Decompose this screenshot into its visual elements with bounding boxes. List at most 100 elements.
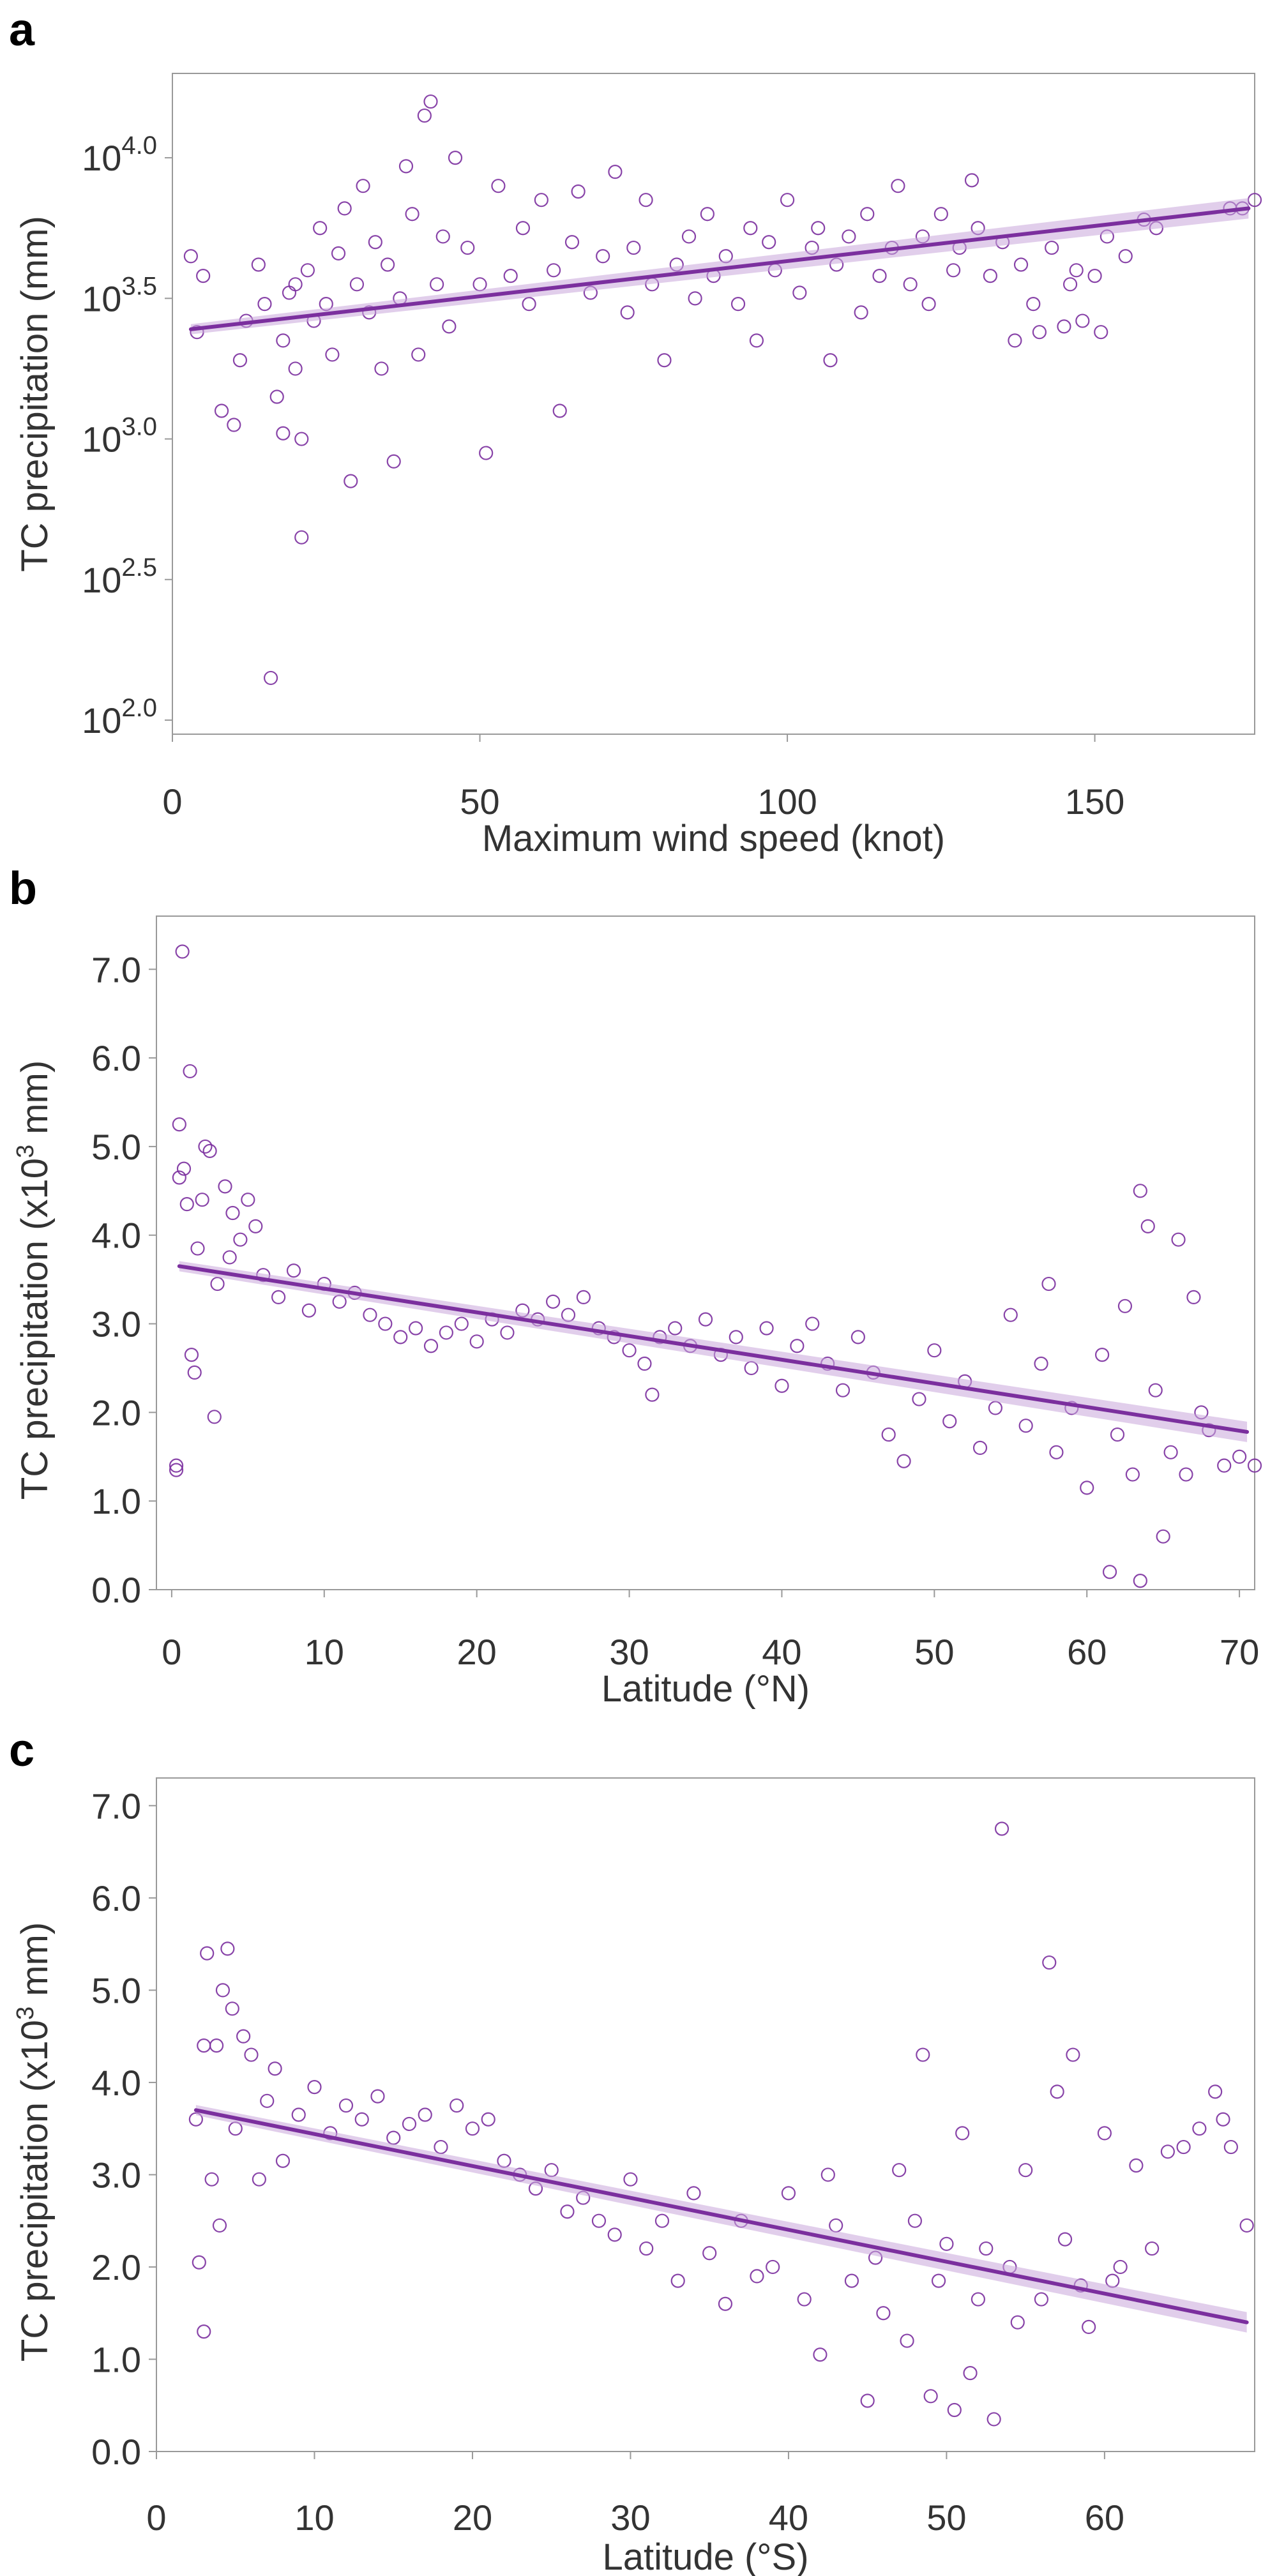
data-point [198, 1139, 213, 1154]
data-point [750, 2269, 764, 2284]
data-point [971, 2292, 986, 2307]
data-point [204, 2172, 219, 2187]
data-point [781, 2186, 796, 2201]
data-point [1087, 269, 1102, 283]
y-axis-label: TC precipitation (mm) [14, 216, 56, 572]
data-point [686, 2186, 701, 2201]
data-point [1117, 1299, 1133, 1313]
data-point [1171, 1232, 1186, 1247]
data-point [790, 1339, 805, 1353]
data-point [207, 1410, 222, 1424]
data-point [251, 257, 266, 272]
data-point [172, 1170, 186, 1185]
x-axis-label: Latitude (°S) [602, 2536, 808, 2576]
data-point [288, 361, 303, 376]
y-axis-label: TC precipitation (x103 mm) [12, 1922, 56, 2361]
data-point [729, 1330, 743, 1344]
x-tick-label: 70 [1220, 1632, 1259, 1672]
data-point [1095, 1348, 1110, 1362]
chart-a: 102.0 102.5 103.0 103.5 104.0 0 50 100 150 Maximu… [14, 73, 1262, 859]
data-point [196, 269, 211, 283]
data-point [307, 2080, 322, 2095]
data-point [1075, 313, 1090, 328]
data-point [374, 361, 389, 376]
data-point [860, 207, 875, 222]
y-axis-label: TC precipitation (x103 mm) [12, 1060, 56, 1500]
data-point [844, 2273, 859, 2288]
data-point [325, 347, 340, 362]
data-point [197, 2324, 211, 2339]
data-point [639, 193, 653, 207]
data-point [564, 235, 580, 250]
x-tick-label: 0 [146, 2497, 166, 2538]
x-tick-label: 30 [610, 2497, 650, 2538]
data-point [626, 240, 641, 255]
data-point [183, 1064, 197, 1079]
data-point [654, 2213, 670, 2228]
data-point [233, 1232, 248, 1247]
data-point [903, 277, 918, 292]
trend-line [177, 1264, 1250, 1434]
data-point [1179, 1467, 1193, 1482]
data-point [881, 1427, 896, 1442]
data-point [896, 1454, 911, 1468]
data-point [1062, 277, 1078, 292]
y-tick-label: 102.0 [82, 694, 157, 741]
data-point [378, 1316, 393, 1331]
data-point [257, 297, 272, 312]
data-point [762, 235, 776, 250]
data-point [813, 2347, 828, 2362]
data-point [286, 1263, 301, 1278]
data-point [820, 2167, 835, 2182]
y-tick-label: 102.5 [82, 554, 157, 600]
data-point [645, 1387, 660, 1402]
data-point [241, 1193, 255, 1207]
data-point [1192, 2121, 1207, 2136]
data-point [1049, 1445, 1064, 1459]
data-point [331, 246, 346, 260]
data-point [811, 221, 826, 236]
y-tick-label: 4.0 [91, 1216, 141, 1256]
data-point [195, 1193, 209, 1207]
data-point [1145, 2241, 1160, 2256]
data-point [268, 2061, 282, 2076]
panel-a: a 102.0 102.5 103.0 103.5 104.0 0 50 100 150 Maxi… [0, 0, 1270, 859]
data-point [252, 2172, 266, 2187]
data-point [1239, 2218, 1254, 2233]
data-point [313, 221, 328, 236]
data-point [435, 229, 450, 244]
x-tick-label: 60 [1067, 1632, 1107, 1672]
data-point [1018, 2163, 1033, 2178]
data-point [681, 229, 697, 244]
data-point [202, 1143, 217, 1158]
y-tick-label: 4.0 [91, 2063, 141, 2103]
data-point [775, 1378, 789, 1393]
data-point [172, 1117, 186, 1132]
chart-b: 0.0 1.0 2.0 3.0 4.0 5.0 6.0 7.0 0 10 20 30 40 50 60 70 L… [12, 915, 1262, 1710]
data-point [218, 1179, 232, 1194]
plot-frame [156, 1777, 1255, 2452]
data-point [411, 347, 426, 362]
data-point [192, 2255, 206, 2270]
data-point [356, 179, 370, 193]
data-point [994, 1821, 1009, 1836]
data-point [481, 2112, 495, 2127]
data-point [560, 2204, 575, 2219]
data-point [743, 221, 758, 236]
data-point [730, 297, 746, 312]
data-point [263, 670, 278, 686]
data-point [271, 1290, 286, 1305]
data-point [749, 333, 764, 348]
data-point [927, 1343, 942, 1358]
data-point [169, 1458, 184, 1473]
y-tick-label: 5.0 [91, 1970, 141, 2010]
data-point [248, 1219, 263, 1233]
data-point [759, 1321, 774, 1336]
x-tick-label: 0 [162, 781, 182, 822]
data-point [1133, 1574, 1147, 1588]
data-point [222, 1250, 237, 1265]
data-point [963, 2366, 978, 2381]
data-point [398, 159, 414, 174]
data-point [780, 193, 795, 207]
data-point [1010, 2315, 1025, 2330]
